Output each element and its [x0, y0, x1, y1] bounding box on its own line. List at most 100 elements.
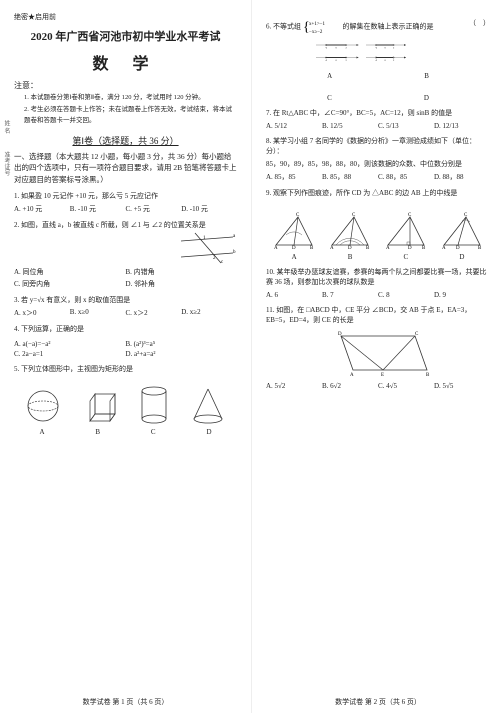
svg-text:0: 0 — [336, 59, 338, 62]
footer-left: 数学试卷 第 1 页（共 6 页） — [0, 697, 251, 707]
q8-opt-c: C. 88，85 — [378, 172, 434, 182]
q11-opt-b: B. 6√2 — [322, 382, 378, 390]
q6-text: 6. 不等式组 — [266, 23, 301, 31]
q1-opt-c: C. +5 元 — [126, 204, 182, 214]
q2-opt-d: D. 邻补角 — [126, 279, 238, 289]
q3-options: A. x＞0 B. x≥0 C. x＞2 D. x≥2 — [14, 308, 237, 318]
svg-text:-2: -2 — [375, 59, 378, 62]
svg-text:a: a — [233, 234, 236, 239]
svg-text:x+1>−1: x+1>−1 — [309, 22, 325, 27]
triangle-a-icon: ABCD — [270, 211, 318, 251]
page-1: 姓 名 准考证号 绝密★启用前 2020 年广西省河池市初中学业水平考试 数 学… — [0, 0, 252, 713]
q2-opt-a: A. 同位角 — [14, 267, 126, 277]
svg-text:0: 0 — [336, 47, 338, 50]
svg-text:1: 1 — [203, 236, 206, 241]
q8-opt-d: D. 88，88 — [434, 172, 490, 182]
footer-right: 数学试卷 第 2 页（共 6 页） — [252, 697, 504, 707]
q6-tail: 的解集在数轴上表示正确的是 — [343, 23, 434, 31]
svg-text:B: B — [478, 246, 482, 251]
svg-text:D: D — [456, 246, 460, 251]
q10-opt-d: D. 9 — [434, 291, 490, 299]
svg-text:−x≥−2: −x≥−2 — [309, 30, 323, 35]
svg-text:C: C — [415, 332, 419, 337]
svg-text:C: C — [352, 213, 356, 218]
q1-opt-b: B. -10 元 — [70, 204, 126, 214]
q7-opt-a: A. 5/12 — [266, 122, 322, 130]
svg-text:2: 2 — [393, 47, 395, 50]
q10-opt-a: A. 6 — [266, 291, 322, 299]
svg-text:2: 2 — [346, 59, 348, 62]
q6-lbl-b: B — [424, 72, 429, 80]
svg-text:D: D — [408, 246, 412, 251]
q2-options: A. 同位角 B. 内错角 C. 同旁内角 D. 邻补角 — [14, 265, 237, 289]
q11-figure: DC AEB — [323, 330, 433, 378]
svg-text:A: A — [330, 246, 334, 251]
q8-options: A. 85，85 B. 85，88 C. 88，85 D. 88，88 — [266, 172, 490, 182]
svg-text:D: D — [338, 332, 342, 337]
cylinder-icon — [137, 384, 171, 426]
question-5: 5. 下列立体图形中，主视图为矩形的是 — [14, 364, 237, 375]
note-2: 2. 考生必须在答题卡上作答；未在试题卷上作答无效，考试结束，将本试题卷和答题卡… — [24, 105, 237, 126]
question-2: 2. 如图，直线 a，b 被直线 c 所截，则 ∠1 与 ∠2 的位置关系是 — [14, 220, 237, 231]
question-3: 3. 若 y=√x 有意义，则 x 的取值范围是 — [14, 295, 237, 306]
svg-text:0: 0 — [385, 47, 387, 50]
q2-opt-c: C. 同旁内角 — [14, 279, 126, 289]
sphere-icon — [23, 386, 63, 426]
svg-text:-2: -2 — [325, 59, 328, 62]
svg-text:-2: -2 — [375, 47, 378, 50]
q5-lbl-a: A — [39, 428, 44, 436]
svg-text:c: c — [221, 260, 224, 265]
svg-text:B: B — [366, 246, 370, 251]
q6-lbl-a: A — [327, 72, 332, 80]
svg-text:C: C — [408, 213, 412, 218]
svg-text:2: 2 — [346, 47, 348, 50]
q10-opt-c: C. 8 — [378, 291, 434, 299]
q8-opt-b: B. 85，88 — [322, 172, 378, 182]
q8-opt-a: A. 85，85 — [266, 172, 322, 182]
q9-lbl-a: A — [292, 253, 297, 261]
exam-sheet: 姓 名 准考证号 绝密★启用前 2020 年广西省河池市初中学业水平考试 数 学… — [0, 0, 504, 713]
q9-labels: A B C D — [266, 253, 490, 261]
prism-icon — [80, 386, 120, 426]
svg-text:C: C — [296, 213, 300, 218]
q11-opt-d: D. 5√5 — [434, 382, 490, 390]
svg-text:-2: -2 — [325, 47, 328, 50]
q6-labels-top: A B — [266, 72, 490, 80]
svg-text:C: C — [464, 213, 468, 218]
page-2: 6. 不等式组 { x+1>−1 −x≥−2 的解集在数轴上表示正确的是 （ ）… — [252, 0, 504, 713]
svg-text:B: B — [310, 246, 314, 251]
question-9: 9. 观察下列作图痕迹，所作 CD 为 △ABC 的边 AB 上的中线是 — [266, 188, 490, 199]
q6-lbl-d: D — [424, 94, 429, 102]
svg-text:0: 0 — [385, 59, 387, 62]
q3-opt-c: C. x＞2 — [126, 308, 182, 318]
q10-opt-b: B. 7 — [322, 291, 378, 299]
svg-text:D: D — [292, 246, 296, 251]
q9-lbl-c: C — [404, 253, 409, 261]
question-11: 11. 如图，在 □ABCD 中，CE 平分 ∠BCD，交 AB 于点 E，EA… — [266, 305, 490, 326]
section-1-title: 第Ⅰ卷（选择题，共 36 分） — [14, 134, 237, 147]
q4-opt-d: D. a²+a=a² — [126, 350, 238, 358]
brace-icon: { x+1>−1 −x≥−2 — [303, 18, 341, 36]
q7-opt-d: D. 12/13 — [434, 122, 490, 130]
svg-text:A: A — [350, 373, 354, 378]
q5-lbl-d: D — [206, 428, 211, 436]
q3-opt-a: A. x＞0 — [14, 308, 70, 318]
q9-lbl-b: B — [348, 253, 353, 261]
question-7: 7. 在 Rt△ABC 中，∠C=90°，BC=5，AC=12，则 sinB 的… — [266, 108, 490, 119]
q9-figures: ABCD ABCD ABCD ABCD — [266, 205, 490, 251]
q1-options: A. +10 元 B. -10 元 C. +5 元 D. -10 元 — [14, 204, 237, 214]
q6-lbl-c: C — [327, 94, 332, 102]
q5-lbl-b: B — [95, 428, 100, 436]
q5-figures — [14, 380, 237, 426]
subject-title: 数 学 — [14, 50, 237, 74]
triangle-c-icon: ABCD — [382, 211, 430, 251]
q9-lbl-d: D — [459, 253, 464, 261]
notes-heading: 注意： — [14, 80, 237, 91]
q2-opt-b: B. 内错角 — [126, 267, 238, 277]
question-10: 10. 某年级举办篮球友谊赛，参赛的每两个队之间都要比赛一场，共要比赛 36 场… — [266, 267, 490, 288]
q11-options: A. 5√2 B. 6√2 C. 4√5 D. 5√5 — [266, 382, 490, 390]
triangle-b-icon: ABCD — [326, 211, 374, 251]
q11-opt-a: A. 5√2 — [266, 382, 322, 390]
question-8: 8. 某学习小组 7 名同学的《数据的分析》一章测验成绩如下（单位：分）： — [266, 136, 490, 157]
q6-numberlines: -202 -202 -202 -202 — [266, 40, 456, 64]
